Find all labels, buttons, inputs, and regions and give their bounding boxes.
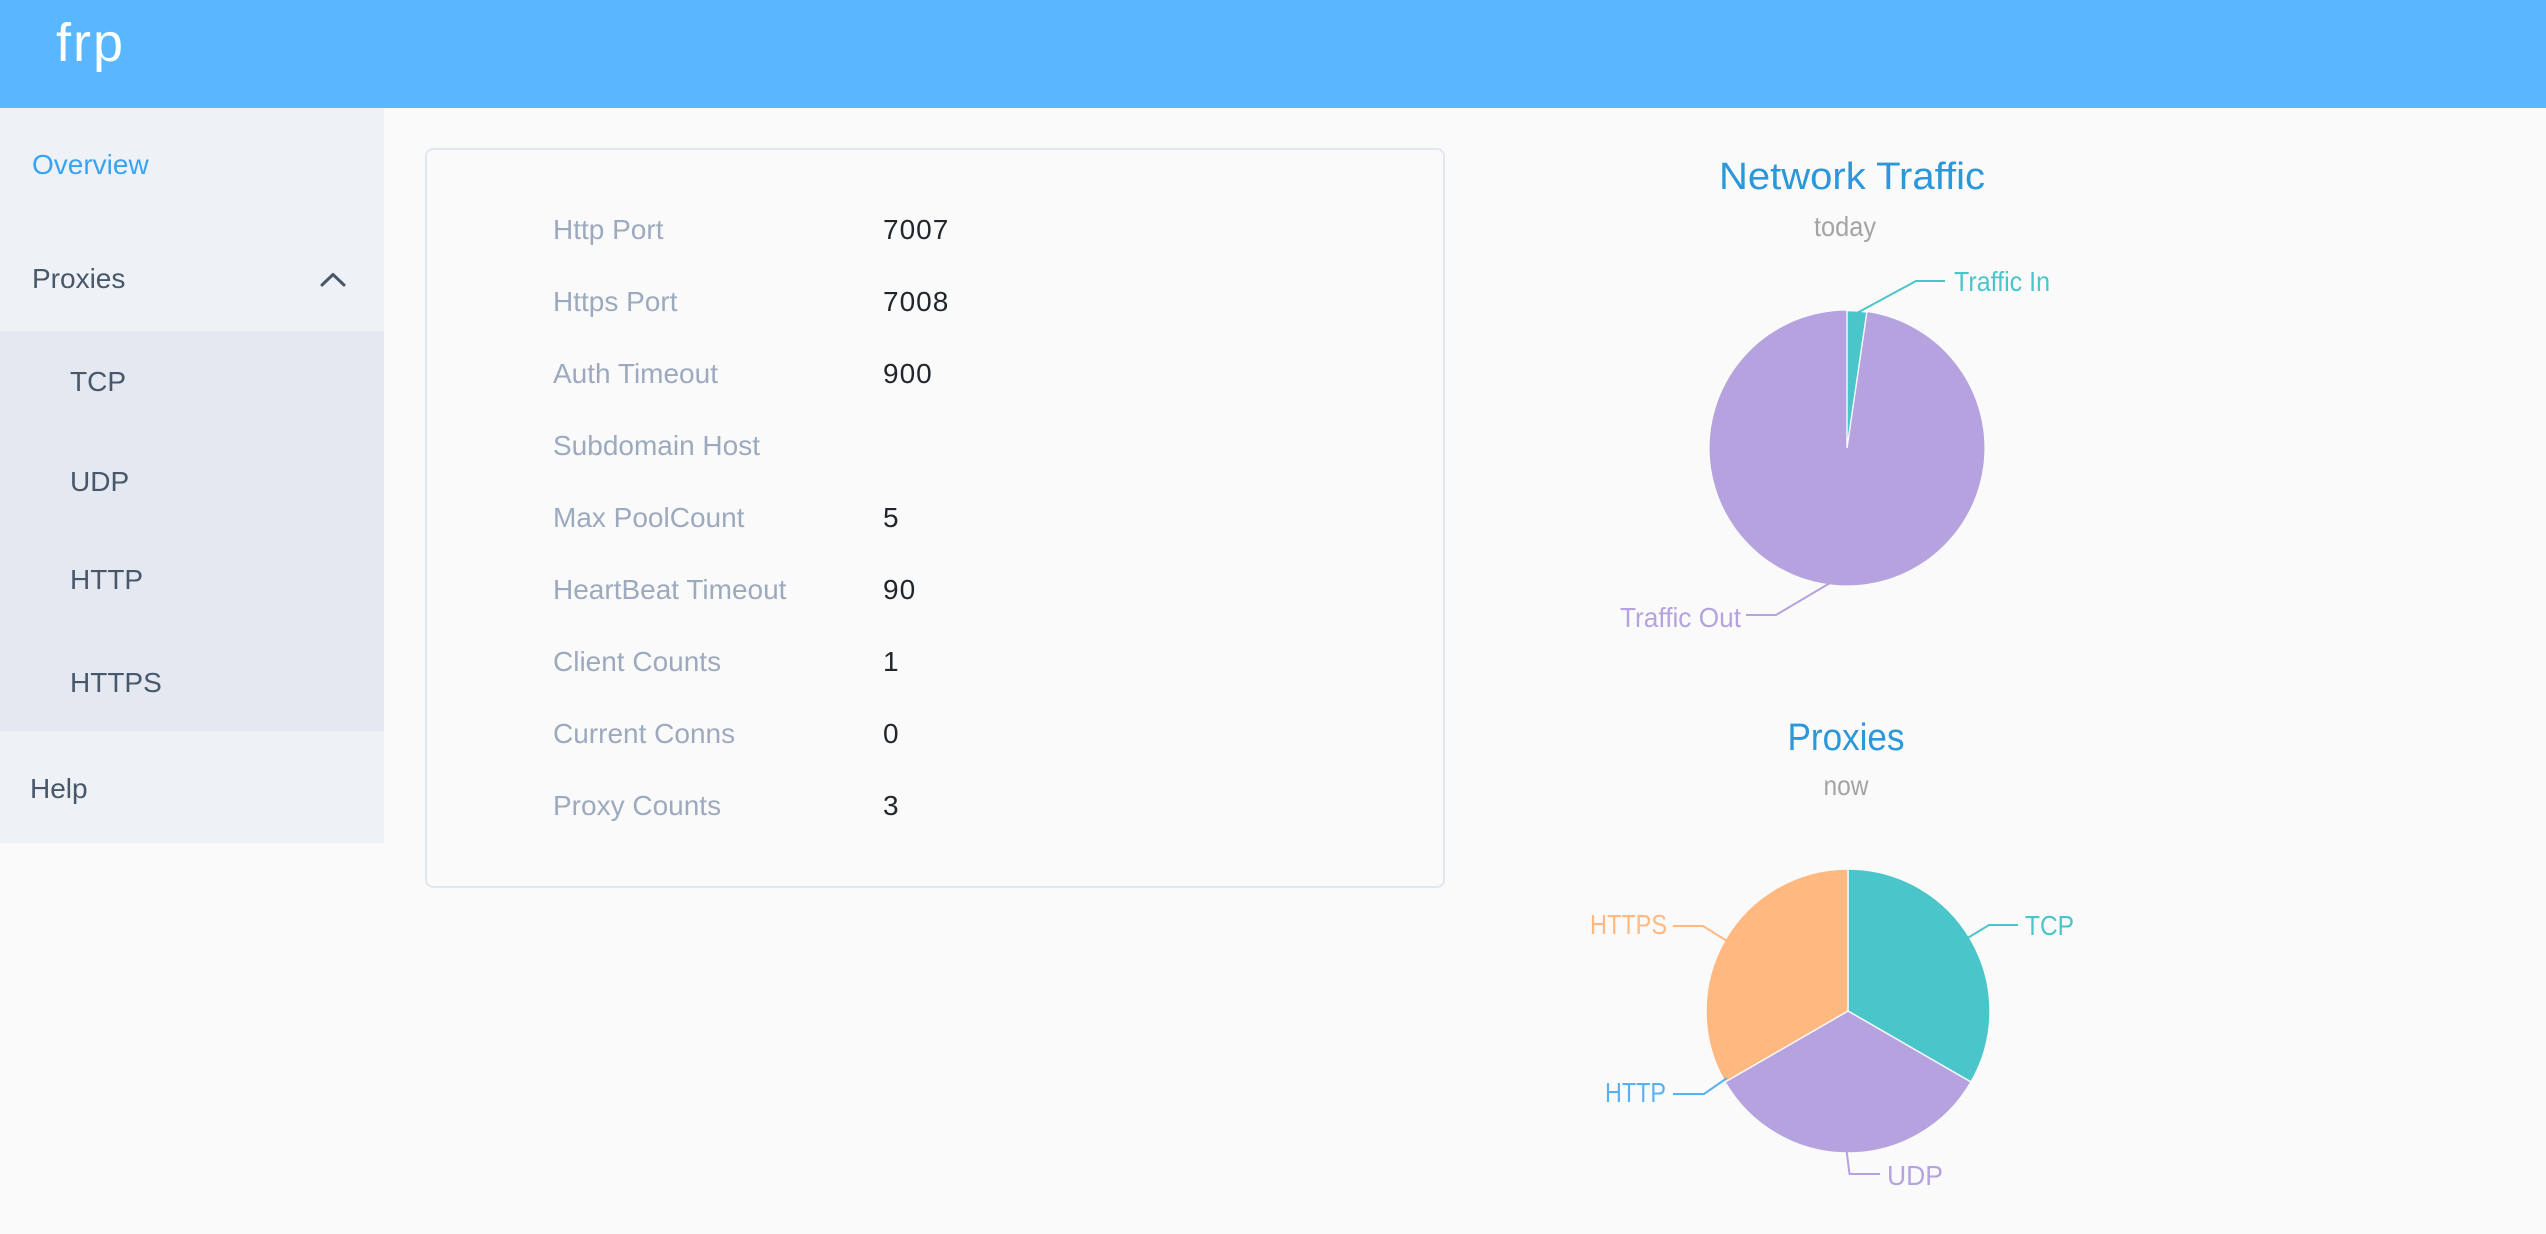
- svg-text:Network Traffic: Network Traffic: [1719, 156, 1985, 198]
- svg-text:today: today: [1814, 211, 1876, 242]
- svg-text:now: now: [1824, 770, 1870, 801]
- svg-text:HTTPS: HTTPS: [1590, 909, 1667, 940]
- svg-text:Traffic Out: Traffic Out: [1620, 602, 1741, 633]
- svg-text:Traffic In: Traffic In: [1954, 266, 2050, 297]
- svg-text:HTTP: HTTP: [1605, 1077, 1666, 1108]
- svg-text:TCP: TCP: [2025, 910, 2074, 941]
- svg-text:UDP: UDP: [1887, 1160, 1943, 1191]
- svg-text:Proxies: Proxies: [1788, 717, 1905, 759]
